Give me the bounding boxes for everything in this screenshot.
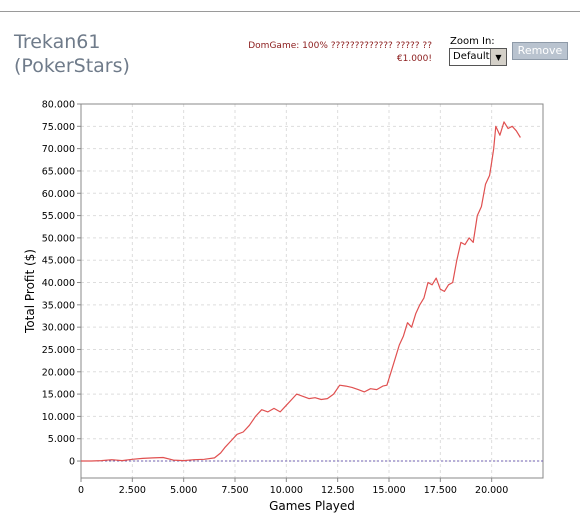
y-tick-label: 10.000: [42, 412, 75, 423]
y-tick-label: 15.000: [42, 390, 75, 401]
y-tick-label: 25.000: [42, 345, 75, 356]
y-tick-label: 30.000: [42, 323, 75, 334]
site-name: (PokerStars): [14, 55, 130, 77]
y-tick-label: 60.000: [42, 189, 75, 200]
y-tick-label: 55.000: [42, 211, 75, 222]
y-tick-label: 80.000: [42, 100, 75, 111]
zoom-label: Zoom In:: [450, 36, 495, 47]
top-divider: [0, 11, 580, 12]
x-tick-label: 20.000: [475, 485, 508, 496]
y-tick-label: 75.000: [42, 122, 75, 133]
x-tick-label: 2.500: [119, 485, 146, 496]
x-tick-label: 12.500: [321, 485, 354, 496]
x-tick-label: 17.500: [424, 485, 457, 496]
y-tick-label: 20.000: [42, 367, 75, 378]
x-tick-label: 5.000: [170, 485, 197, 496]
y-tick-label: 5.000: [48, 434, 75, 445]
x-tick-label: 10.000: [270, 485, 303, 496]
y-tick-label: 35.000: [42, 300, 75, 311]
zoom-select[interactable]: Default ▼: [449, 48, 507, 66]
promo-line-1[interactable]: DomGame: 100% ????????????? ????? ??: [248, 41, 432, 51]
zoom-selected-value: Default: [453, 51, 490, 62]
y-tick-label: 65.000: [42, 166, 75, 177]
y-tick-label: 45.000: [42, 256, 75, 267]
promo-line-2[interactable]: €1.000!: [396, 54, 432, 64]
x-axis-label: Games Played: [269, 499, 355, 513]
x-tick-label: 7.500: [221, 485, 248, 496]
x-axis-ticks: 0 2.500 5.000 7.500 10.000 12.500 15.000 17.500…: [78, 478, 508, 496]
y-tick-label: 0: [69, 457, 75, 468]
chart-grid: [80, 103, 543, 478]
profit-line: [81, 121, 521, 462]
chevron-down-icon[interactable]: ▼: [490, 49, 506, 65]
promo-banner[interactable]: DomGame: 100% ????????????? ????? ?? €1.…: [196, 40, 432, 66]
y-axis-label: Total Profit ($): [23, 249, 37, 334]
y-tick-label: 70.000: [42, 144, 75, 155]
plot-area: [80, 103, 544, 479]
y-axis-ticks: 0 5.000 10.000 15.000 20.000 25.000 30.000 35.0…: [42, 100, 81, 468]
series-layer: [81, 121, 521, 462]
y-tick-label: 50.000: [42, 233, 75, 244]
player-name: Trekan61: [14, 31, 101, 53]
player-header: Trekan61 (PokerStars): [14, 30, 130, 78]
y-tick-label: 40.000: [42, 278, 75, 289]
remove-button[interactable]: Remove: [512, 42, 568, 60]
x-tick-label: 0: [78, 485, 84, 496]
x-tick-label: 15.000: [372, 485, 405, 496]
